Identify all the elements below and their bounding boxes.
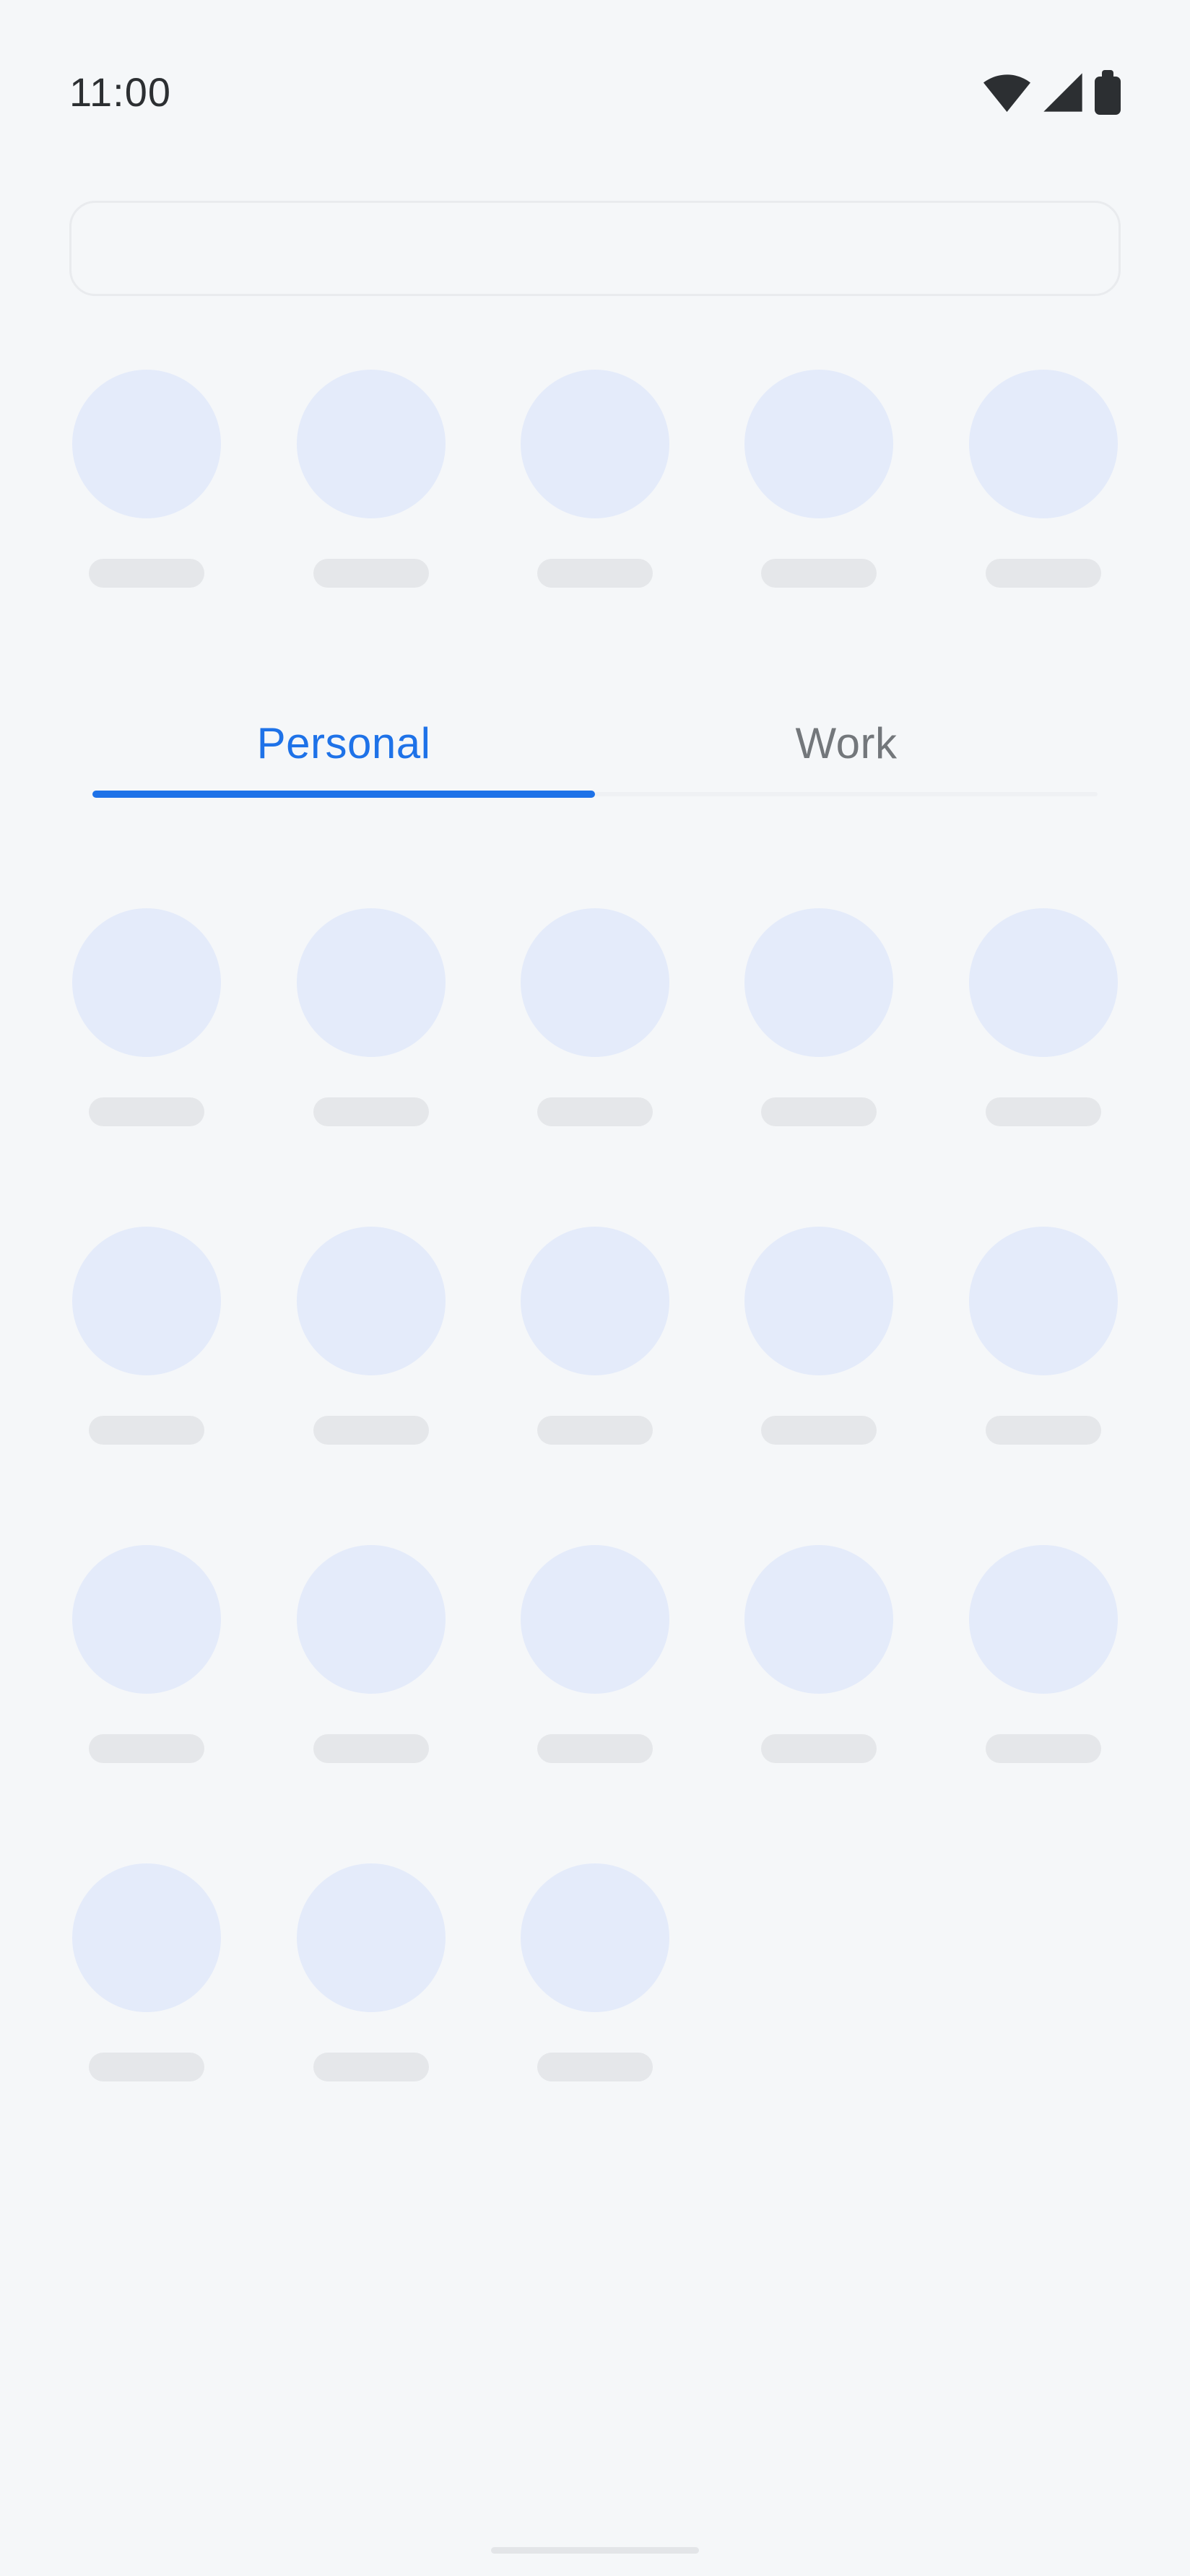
app-placeholder bbox=[968, 1545, 1118, 1763]
app-label-placeholder bbox=[313, 1734, 429, 1763]
app-icon-placeholder bbox=[296, 908, 446, 1057]
app-label-placeholder bbox=[89, 2053, 205, 2081]
app-label-placeholder bbox=[761, 1734, 877, 1763]
app-icon-placeholder bbox=[968, 1545, 1118, 1694]
app-label-placeholder bbox=[313, 2053, 429, 2081]
app-placeholder bbox=[72, 1545, 222, 1763]
app-label-placeholder bbox=[313, 559, 429, 588]
app-icon-placeholder bbox=[72, 908, 222, 1057]
app-icon-placeholder bbox=[72, 1863, 222, 2012]
wifi-icon bbox=[983, 69, 1031, 117]
app-placeholder bbox=[968, 1227, 1118, 1445]
app-icon-placeholder bbox=[520, 908, 669, 1057]
status-time: 11:00 bbox=[69, 69, 171, 115]
app-placeholder bbox=[744, 1227, 894, 1445]
app-icon-placeholder bbox=[296, 1863, 446, 2012]
app-placeholder bbox=[72, 908, 222, 1126]
app-placeholder bbox=[744, 370, 894, 588]
cellular-signal-icon bbox=[1040, 69, 1086, 116]
app-label-placeholder bbox=[313, 1097, 429, 1126]
app-placeholder bbox=[520, 370, 669, 588]
app-icon-placeholder bbox=[968, 1227, 1118, 1375]
tab-labels: Personal Work bbox=[92, 721, 1098, 767]
app-placeholder bbox=[296, 1863, 446, 2081]
search-bar[interactable] bbox=[69, 201, 1121, 296]
app-label-placeholder bbox=[537, 1416, 653, 1445]
app-icon-placeholder bbox=[296, 370, 446, 518]
status-bar: 11:00 bbox=[69, 46, 1121, 139]
app-placeholder bbox=[968, 908, 1118, 1126]
battery-icon bbox=[1095, 70, 1121, 115]
app-label-placeholder bbox=[761, 1097, 877, 1126]
app-label-placeholder bbox=[89, 1097, 205, 1126]
app-grid bbox=[35, 908, 1155, 2081]
app-label-placeholder bbox=[985, 559, 1101, 588]
favorites-row bbox=[35, 370, 1155, 588]
app-icon-placeholder bbox=[744, 1545, 894, 1694]
app-label-placeholder bbox=[537, 2053, 653, 2081]
app-label-placeholder bbox=[537, 1097, 653, 1126]
profile-tabs: Personal Work bbox=[92, 721, 1098, 798]
tab-indicator-rest bbox=[595, 792, 1098, 796]
app-icon-placeholder bbox=[968, 370, 1118, 518]
app-label-placeholder bbox=[89, 1416, 205, 1445]
app-placeholder bbox=[968, 370, 1118, 588]
home-indicator[interactable] bbox=[491, 2547, 699, 2554]
app-placeholder bbox=[520, 1227, 669, 1445]
app-placeholder bbox=[744, 1545, 894, 1763]
app-label-placeholder bbox=[761, 1416, 877, 1445]
app-placeholder bbox=[296, 1227, 446, 1445]
app-label-placeholder bbox=[537, 559, 653, 588]
app-label-placeholder bbox=[89, 1734, 205, 1763]
app-label-placeholder bbox=[89, 559, 205, 588]
app-placeholder bbox=[520, 1545, 669, 1763]
tab-indicator-track bbox=[92, 791, 1098, 798]
app-icon-placeholder bbox=[744, 908, 894, 1057]
app-icon-placeholder bbox=[520, 1545, 669, 1694]
app-icon-placeholder bbox=[744, 370, 894, 518]
app-placeholder bbox=[72, 370, 222, 588]
status-icons bbox=[983, 69, 1121, 117]
app-icon-placeholder bbox=[520, 1863, 669, 2012]
app-placeholder bbox=[744, 908, 894, 1126]
app-icon-placeholder bbox=[72, 1227, 222, 1375]
app-placeholder bbox=[72, 1863, 222, 2081]
app-label-placeholder bbox=[313, 1416, 429, 1445]
app-label-placeholder bbox=[761, 559, 877, 588]
app-icon-placeholder bbox=[968, 908, 1118, 1057]
app-icon-placeholder bbox=[72, 1545, 222, 1694]
app-label-placeholder bbox=[537, 1734, 653, 1763]
app-icon-placeholder bbox=[72, 370, 222, 518]
app-label-placeholder bbox=[985, 1416, 1101, 1445]
app-icon-placeholder bbox=[296, 1545, 446, 1694]
app-label-placeholder bbox=[985, 1734, 1101, 1763]
app-placeholder bbox=[520, 1863, 669, 2081]
app-label-placeholder bbox=[985, 1097, 1101, 1126]
app-icon-placeholder bbox=[520, 370, 669, 518]
app-icon-placeholder bbox=[744, 1227, 894, 1375]
app-icon-placeholder bbox=[296, 1227, 446, 1375]
app-placeholder bbox=[296, 370, 446, 588]
app-placeholder bbox=[296, 1545, 446, 1763]
app-placeholder bbox=[296, 908, 446, 1126]
app-placeholder bbox=[520, 908, 669, 1126]
app-placeholder bbox=[72, 1227, 222, 1445]
tab-work[interactable]: Work bbox=[795, 719, 898, 767]
tab-indicator-selected bbox=[92, 791, 595, 798]
tab-personal[interactable]: Personal bbox=[256, 719, 431, 767]
app-icon-placeholder bbox=[520, 1227, 669, 1375]
